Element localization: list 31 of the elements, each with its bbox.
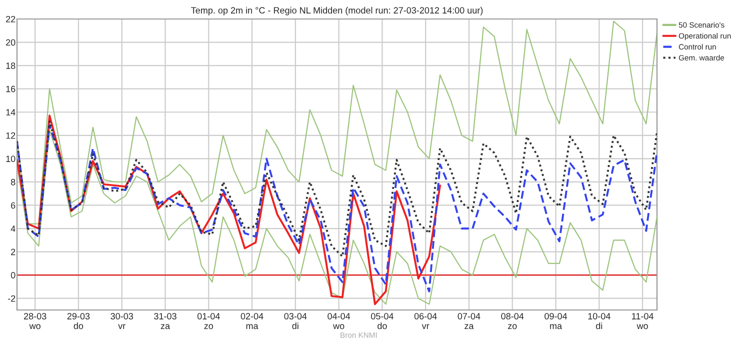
y-tick-label: 4 — [10, 226, 16, 232]
chart-title: Temp. op 2m in °C - Regio NL Midden (model run: 27-03-2012 14:00 uur) — [191, 6, 483, 16]
y-tick-label: 6 — [11, 202, 16, 209]
y-tick-label: 0 — [10, 272, 16, 278]
x-tick-label: 29-03 do — [67, 313, 90, 330]
x-tick-label: 30-03 vr — [110, 313, 134, 330]
x-tick-label: 07-04 za — [458, 313, 480, 330]
y-tick-label: 18 — [6, 62, 16, 69]
line-series — [17, 120, 657, 258]
x-tick-label: 28-03 wo — [24, 313, 46, 330]
x-tick-label: 08-04 zo — [501, 313, 524, 330]
x-tick-label: 04-04 wo — [328, 313, 350, 330]
x-tick-label: 10-04 di — [588, 313, 610, 330]
x-tick-label: 06-04 vr — [414, 313, 437, 330]
y-tick-label: 12 — [6, 132, 16, 139]
y-tick-label: 20 — [6, 39, 16, 46]
y-tick-label: 16 — [6, 86, 16, 92]
x-tick-label: 03-04 di — [284, 313, 307, 330]
x-tick-label: 05-04 do — [371, 313, 394, 330]
y-tick-label: 22 — [6, 16, 16, 22]
y-tick-label: 10 — [6, 156, 16, 162]
y-tick-label: -2 — [8, 295, 16, 302]
x-tick-label: 09-04 ma — [544, 313, 568, 330]
y-tick-label: 8 — [10, 178, 16, 186]
x-tick-label: 11-04 wo — [632, 313, 654, 330]
y-tick-label: 2 — [11, 248, 16, 256]
x-tick-label: 31-03 za — [154, 313, 176, 330]
x-tick-label: 02-04 ma — [240, 313, 264, 330]
line-series — [17, 114, 442, 306]
x-tick-label: 01-04 zo — [197, 313, 220, 330]
y-tick-label: 14 — [6, 109, 16, 116]
